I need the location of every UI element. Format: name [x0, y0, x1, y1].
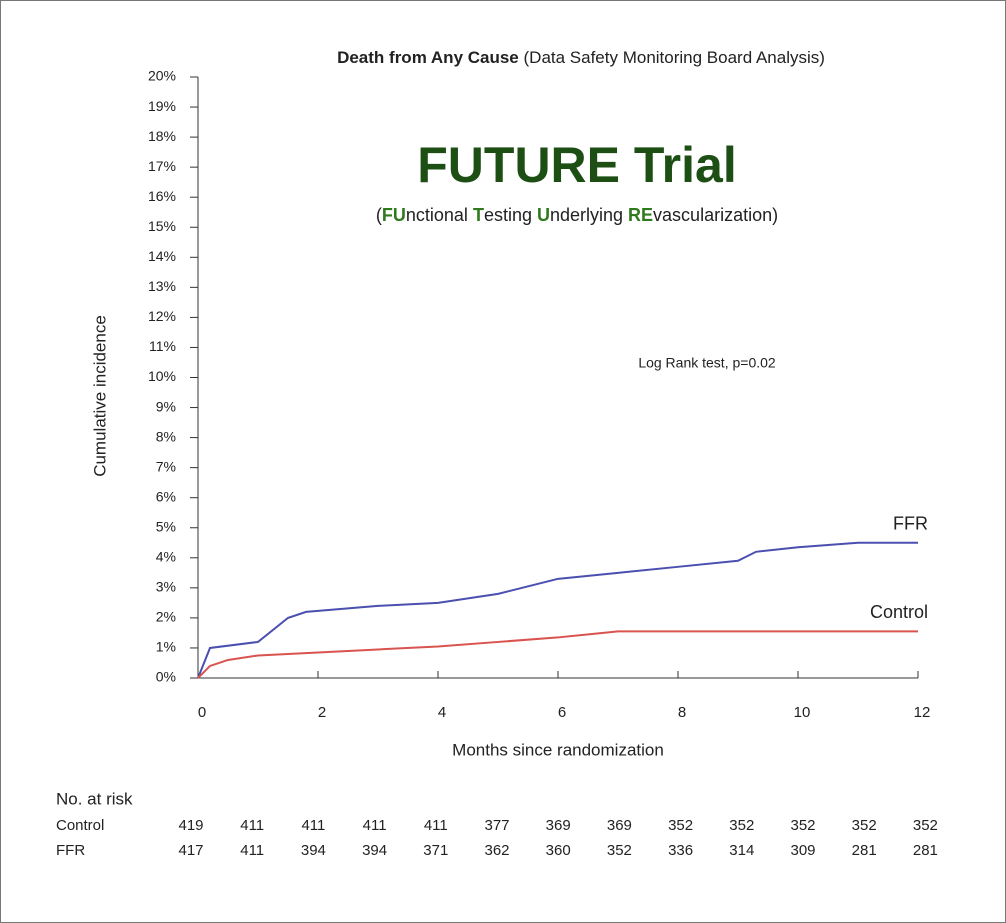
at-risk-count: 394	[301, 842, 326, 859]
series-line	[197, 541, 918, 679]
at-risk-count: 352	[790, 817, 815, 834]
title-bold: Death from Any Cause	[337, 48, 519, 67]
subtitle-part: vascularization)	[653, 205, 778, 225]
at-risk-count: 411	[363, 817, 387, 834]
at-risk-count: 369	[607, 817, 632, 834]
at-risk-count: 352	[852, 817, 877, 834]
y-tick-label: 8%	[156, 428, 176, 444]
series-label: FFR	[893, 514, 928, 534]
subtitle-highlight: RE	[628, 205, 653, 225]
at-risk-count: 336	[668, 842, 693, 859]
at-risk-row-label: Control	[56, 817, 104, 834]
subtitle-part: nctional	[406, 205, 473, 225]
subtitle-part: nderlying	[550, 205, 628, 225]
series-label: Control	[870, 602, 928, 622]
y-tick-label: 18%	[148, 128, 176, 144]
x-tick-label: 6	[558, 704, 566, 721]
annotation: Log Rank test, p=0.02	[638, 355, 776, 371]
subtitle-part: esting	[484, 205, 537, 225]
at-risk-row-label: FFR	[56, 842, 85, 859]
y-tick-label: 12%	[148, 308, 176, 324]
subtitle-highlight: U	[537, 205, 550, 225]
x-tick-label: 8	[678, 704, 686, 721]
at-risk-count: 411	[240, 842, 264, 859]
x-tick-label: 12	[914, 704, 931, 721]
y-tick-label: 11%	[149, 338, 176, 354]
subtitle: (FUnctional Testing Underlying REvascula…	[376, 205, 778, 225]
subtitle-highlight: FU	[382, 205, 406, 225]
y-tick-label: 6%	[156, 488, 176, 504]
headline: FUTURE Trial	[417, 137, 736, 193]
at-risk-count: 369	[546, 817, 571, 834]
subtitle-part: (	[376, 205, 382, 225]
at-risk-count: 377	[484, 817, 509, 834]
at-risk-count: 411	[301, 817, 325, 834]
at-risk-title: No. at risk	[56, 789, 133, 808]
x-tick-label: 10	[794, 704, 811, 721]
x-axis-label: Months since randomization	[452, 740, 664, 759]
at-risk-count: 362	[484, 842, 509, 859]
y-tick-label: 4%	[156, 549, 176, 565]
y-tick-label: 16%	[148, 188, 176, 204]
y-tick-label: 14%	[148, 248, 176, 264]
at-risk-count: 417	[178, 842, 203, 859]
at-risk-count: 394	[362, 842, 387, 859]
subtitle-highlight: T	[473, 205, 484, 225]
y-tick-label: 3%	[156, 579, 176, 595]
at-risk-count: 371	[423, 842, 448, 859]
at-risk-count: 281	[852, 842, 877, 859]
y-tick-label: 9%	[156, 398, 176, 414]
y-tick-label: 13%	[148, 278, 176, 294]
y-tick-label: 19%	[148, 98, 176, 114]
y-tick-label: 10%	[148, 368, 176, 384]
at-risk-count: 352	[668, 817, 693, 834]
at-risk-count: 352	[607, 842, 632, 859]
x-tick-label: 0	[198, 704, 206, 721]
y-tick-label: 20%	[148, 68, 176, 84]
at-risk-count: 360	[546, 842, 571, 859]
at-risk-count: 309	[790, 842, 815, 859]
y-tick-label: 17%	[148, 158, 176, 174]
y-tick-label: 15%	[148, 218, 176, 234]
at-risk-count: 281	[913, 842, 938, 859]
at-risk-count: 419	[178, 817, 203, 834]
at-risk-count: 314	[729, 842, 754, 859]
chart-title: Death from Any Cause (Data Safety Monito…	[337, 48, 825, 67]
at-risk-count: 352	[729, 817, 754, 834]
y-tick-label: 2%	[156, 609, 176, 625]
x-tick-label: 2	[318, 704, 326, 721]
y-tick-label: 0%	[156, 669, 176, 685]
y-axis-label: Cumulative incidence	[90, 315, 109, 477]
series-line	[197, 630, 918, 679]
y-tick-label: 7%	[156, 458, 176, 474]
title-rest: (Data Safety Monitoring Board Analysis)	[524, 48, 825, 67]
y-tick-label: 1%	[156, 639, 176, 655]
x-tick-label: 4	[438, 704, 446, 721]
y-tick-label: 5%	[156, 518, 176, 534]
at-risk-count: 411	[240, 817, 264, 834]
at-risk-count: 411	[424, 817, 448, 834]
at-risk-count: 352	[913, 817, 938, 834]
